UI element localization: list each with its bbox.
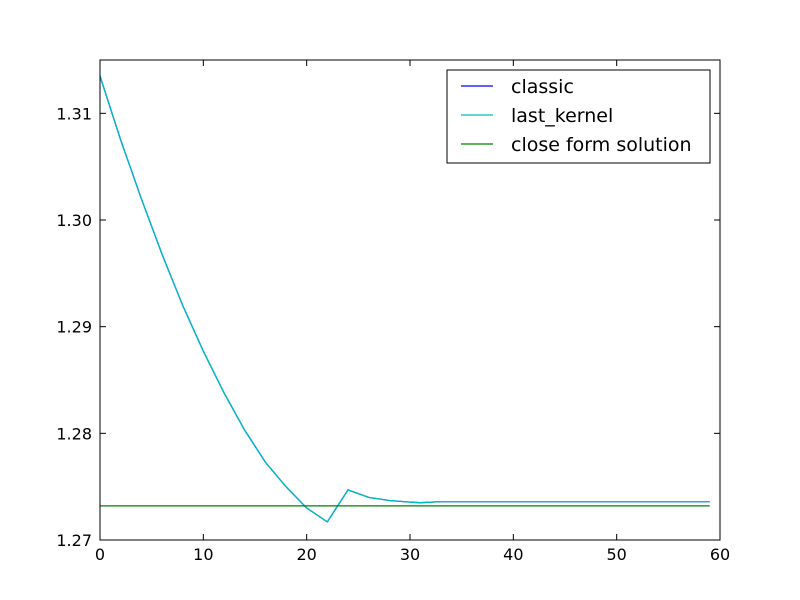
x-tick-label: 50 [606,545,626,564]
x-tick-label: 10 [193,545,213,564]
x-tick-label: 30 [400,545,420,564]
series-layer [99,75,710,523]
y-tick-label: 1.28 [56,424,92,443]
y-tick-label: 1.29 [56,318,92,337]
legend-label: classic [511,76,574,98]
x-tick-label: 0 [95,545,105,564]
y-tick-label: 1.31 [56,104,92,123]
plot-frame [99,59,721,541]
ticks-layer: 0 10 20 30 40 50 60 1.27 1.28 1.29 1.30 1.31 [56,60,730,564]
x-tick-label: 20 [296,545,316,564]
x-tick-label: 60 [710,545,730,564]
y-tick-label: 1.27 [56,531,92,550]
y-tick-label: 1.30 [56,211,92,230]
legend-label: close form solution [511,134,692,156]
x-tick-label: 40 [503,545,523,564]
legend-label: last_kernel [511,105,613,127]
